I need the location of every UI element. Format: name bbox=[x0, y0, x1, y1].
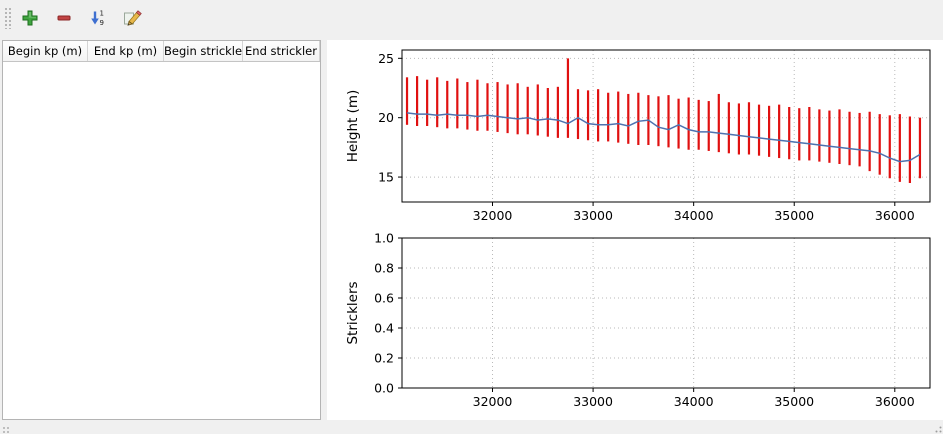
sort-rows-button[interactable]: 1 9 bbox=[84, 4, 112, 32]
remove-row-button[interactable] bbox=[50, 4, 78, 32]
column-header-end-kp[interactable]: End kp (m) bbox=[88, 41, 164, 61]
svg-text:34000: 34000 bbox=[674, 208, 714, 223]
height-chart: 32000 33000 34000 35000 36000 15 20 25 Height (m… bbox=[345, 49, 931, 223]
column-header-end-strickler[interactable]: End strickler bbox=[243, 41, 320, 61]
svg-text:0.6: 0.6 bbox=[374, 291, 394, 306]
svg-text:0.4: 0.4 bbox=[374, 321, 394, 336]
svg-text:Stricklers: Stricklers bbox=[345, 281, 361, 344]
svg-text:20: 20 bbox=[378, 110, 394, 125]
svg-text:Height (m): Height (m) bbox=[345, 90, 361, 163]
svg-text:0.0: 0.0 bbox=[374, 381, 394, 396]
svg-text:25: 25 bbox=[378, 51, 394, 66]
svg-text:32000: 32000 bbox=[473, 394, 513, 409]
svg-text:35000: 35000 bbox=[774, 208, 814, 223]
resize-grip-icon[interactable] bbox=[930, 425, 943, 434]
svg-text:15: 15 bbox=[378, 170, 394, 185]
minus-icon bbox=[57, 15, 71, 21]
toolbar-drag-handle[interactable] bbox=[4, 7, 11, 29]
figure-canvas: 32000 33000 34000 35000 36000 15 20 25 Height (m… bbox=[345, 49, 931, 409]
svg-text:1.0: 1.0 bbox=[374, 231, 394, 246]
status-bar bbox=[0, 424, 943, 434]
svg-text:33000: 33000 bbox=[573, 394, 613, 409]
svg-text:34000: 34000 bbox=[674, 394, 714, 409]
svg-text:0.2: 0.2 bbox=[374, 351, 394, 366]
column-header-begin-strickler[interactable]: Begin strickler bbox=[164, 41, 243, 61]
svg-text:1: 1 bbox=[99, 10, 103, 18]
add-row-button[interactable] bbox=[16, 4, 44, 32]
svg-text:9: 9 bbox=[99, 19, 103, 27]
main-area: Begin kp (m) End kp (m) Begin strickler … bbox=[0, 36, 943, 424]
chart-panel: 32000 33000 34000 35000 36000 15 20 25 Height (m… bbox=[327, 40, 943, 420]
svg-text:32000: 32000 bbox=[473, 208, 513, 223]
svg-text:36000: 36000 bbox=[875, 208, 915, 223]
table-body-empty[interactable] bbox=[3, 62, 320, 419]
plus-icon bbox=[22, 10, 38, 26]
sort-numeric-1-9-icon: 1 9 bbox=[91, 10, 104, 27]
toolbar: 1 9 bbox=[0, 0, 943, 36]
statusbar-handle bbox=[2, 426, 10, 434]
strickler-table: Begin kp (m) End kp (m) Begin strickler … bbox=[2, 40, 321, 420]
edit-stricklers-button[interactable] bbox=[118, 4, 146, 32]
svg-text:0.8: 0.8 bbox=[374, 261, 394, 276]
column-header-begin-kp[interactable]: Begin kp (m) bbox=[3, 41, 88, 61]
svg-text:35000: 35000 bbox=[774, 394, 814, 409]
stricklers-chart: 32000 33000 34000 35000 36000 0.0 0.2 0.4 0.6 0.8… bbox=[345, 231, 931, 409]
edit-pencil-icon bbox=[123, 10, 142, 26]
svg-text:36000: 36000 bbox=[875, 394, 915, 409]
svg-text:33000: 33000 bbox=[573, 208, 613, 223]
table-header-row: Begin kp (m) End kp (m) Begin strickler … bbox=[3, 41, 320, 62]
